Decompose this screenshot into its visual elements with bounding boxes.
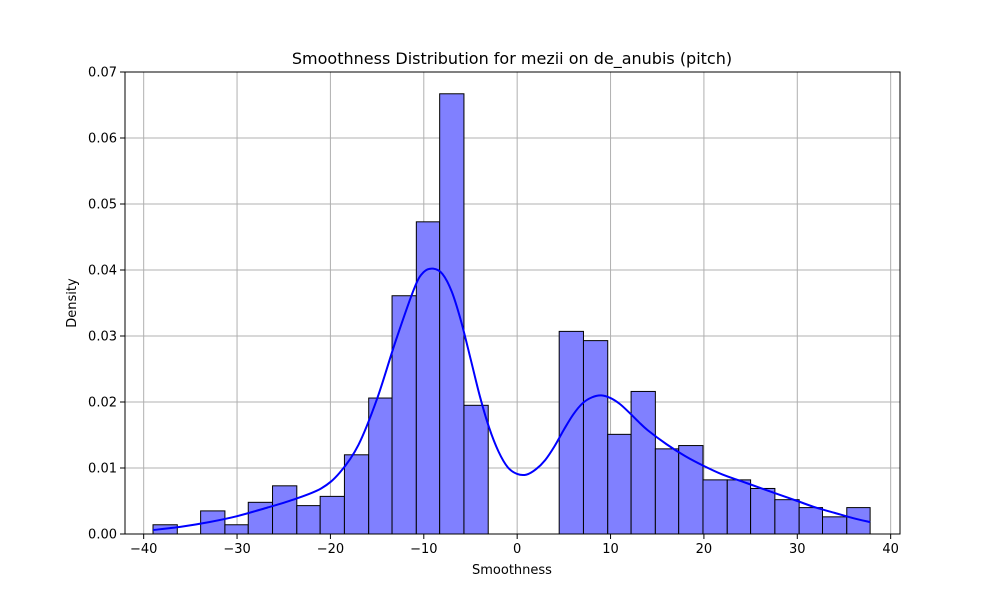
- histogram-bar: [391, 295, 417, 535]
- y-tick-label: 0.07: [88, 66, 117, 81]
- histogram-bar: [630, 390, 656, 535]
- histogram-bar: [607, 433, 632, 535]
- histogram-bar: [224, 524, 249, 535]
- histogram-bar: [439, 93, 465, 535]
- x-tick-label: −40: [130, 542, 157, 557]
- y-tick-label: 0.05: [88, 198, 117, 213]
- histogram-bars: [152, 93, 871, 535]
- x-tick-label: −20: [317, 542, 344, 557]
- x-tick-label: 0: [513, 542, 521, 557]
- histogram-bar: [798, 507, 823, 535]
- histogram-bar: [654, 448, 680, 535]
- histogram-bar: [582, 340, 609, 535]
- y-tick-label: 0.02: [88, 396, 117, 411]
- histogram-bar: [726, 479, 752, 535]
- y-tick-label: 0.03: [88, 330, 117, 345]
- y-tick-label: 0.00: [88, 528, 117, 543]
- y-axis-label: Density: [65, 278, 80, 328]
- histogram-bar: [319, 495, 345, 535]
- histogram-bar: [463, 404, 489, 535]
- y-tick-label: 0.04: [88, 264, 117, 279]
- plot-area-frame: [124, 71, 901, 535]
- histogram-bar: [702, 479, 728, 535]
- grid-lines: [125, 71, 900, 535]
- chart-title: Smoothness Distribution for mezii on de_…: [292, 49, 732, 69]
- histogram-bar: [272, 485, 298, 535]
- x-tick-label: 20: [696, 542, 713, 557]
- y-tick-label: 0.01: [88, 462, 117, 477]
- x-tick-label: 30: [789, 542, 806, 557]
- histogram-bar: [822, 516, 848, 535]
- kde-line: [152, 267, 871, 532]
- y-tick-label: 0.06: [88, 132, 117, 147]
- x-tick-label: 40: [882, 542, 899, 557]
- x-axis-ticks: −40 −30 −20 −10 0 10 20 30 40: [130, 534, 899, 557]
- kde-curve-layer: [152, 267, 871, 532]
- histogram-bar: [774, 499, 800, 535]
- x-tick-label: −10: [410, 542, 437, 557]
- x-axis-label: Smoothness: [472, 563, 552, 578]
- histogram-bar: [296, 505, 321, 535]
- x-tick-label: −30: [223, 542, 250, 557]
- histogram-bar: [750, 487, 776, 535]
- histogram-bar: [343, 454, 370, 535]
- histogram-bar: [368, 397, 393, 535]
- y-axis-ticks: 0.00 0.01 0.02 0.03 0.04 0.05 0.06 0.07: [88, 66, 125, 543]
- x-tick-label: 10: [602, 542, 619, 557]
